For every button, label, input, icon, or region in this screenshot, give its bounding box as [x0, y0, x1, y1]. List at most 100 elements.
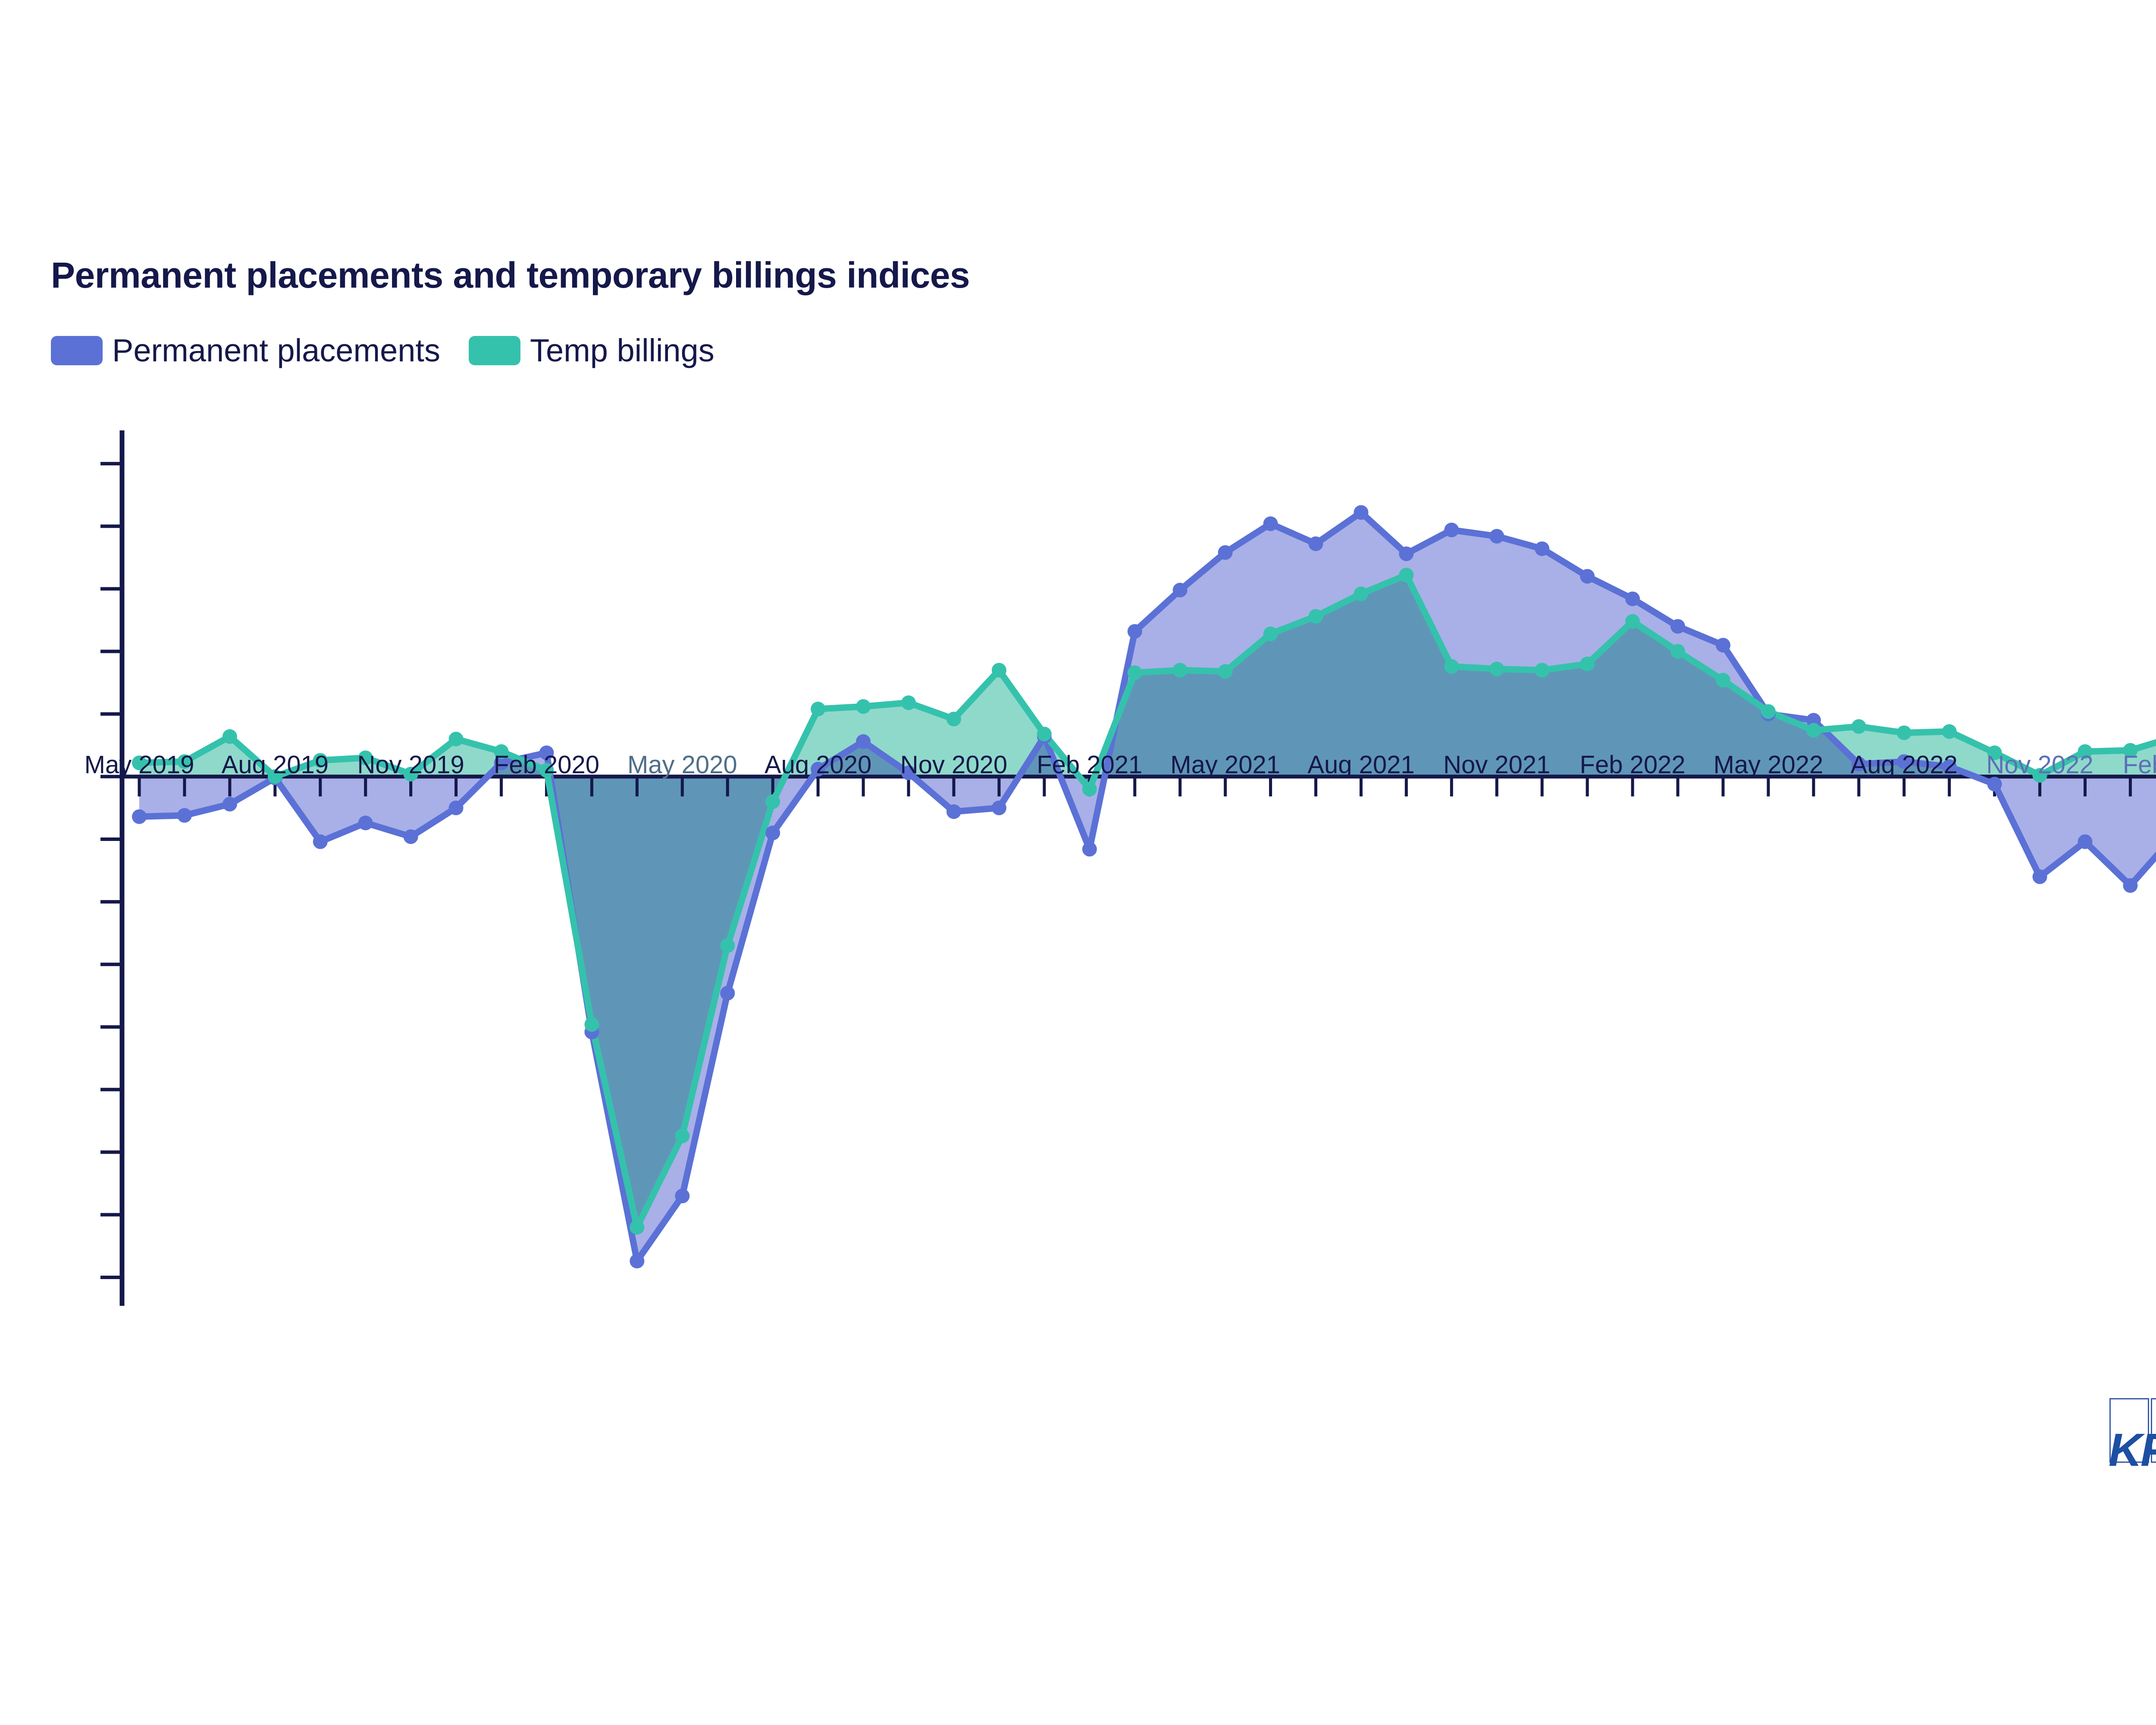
data-point-temp — [1082, 781, 1097, 797]
data-point-temp — [991, 663, 1006, 678]
legend-item-permanent-placements[interactable]: Permanent placements — [51, 332, 440, 369]
data-point-temp — [448, 731, 464, 746]
data-point-permanent — [494, 755, 509, 770]
x-axis-tick-label: May 2020 — [627, 751, 737, 779]
data-point-permanent — [901, 765, 916, 781]
data-point-temp — [1851, 719, 1866, 734]
data-point-permanent — [1580, 569, 1595, 584]
data-point-permanent — [1444, 522, 1459, 537]
data-point-permanent — [1308, 536, 1323, 551]
data-point-permanent — [1172, 583, 1188, 598]
x-axis-tick-label: Nov 2020 — [900, 751, 1008, 779]
x-axis-tick-label: Feb 2021 — [1037, 751, 1143, 779]
legend-swatch-permanent — [51, 336, 103, 365]
chart-plot-area — [0, 414, 2156, 1328]
data-point-permanent — [177, 808, 192, 823]
area-chart-svg — [100, 430, 2156, 1306]
data-point-temp — [1308, 609, 1323, 624]
area-fill-permanent — [139, 512, 2156, 1261]
data-point-temp — [1399, 568, 1414, 583]
data-point-temp — [313, 753, 328, 768]
data-point-permanent — [132, 809, 147, 824]
area-fill-temp — [139, 575, 2156, 1227]
x-axis-tick-label: Aug 2019 — [221, 751, 329, 779]
page-title: Permanent placements and temporary billi… — [51, 255, 970, 295]
line-temp — [136, 571, 2156, 1231]
x-axis-tick-label: May 2019 — [84, 751, 194, 779]
data-point-temp — [1625, 614, 1640, 629]
data-point-permanent — [448, 800, 464, 815]
data-point-temp — [1715, 673, 1730, 688]
data-point-temp — [630, 1220, 645, 1235]
data-point-permanent — [856, 734, 871, 749]
data-point-permanent — [313, 834, 328, 849]
x-axis-tick-label: May 2021 — [1170, 751, 1280, 779]
data-point-permanent — [1082, 842, 1097, 857]
data-point-temp — [946, 712, 961, 727]
x-axis-tick-label: Aug 2020 — [764, 751, 872, 779]
x-axis-tick-label: Aug 2021 — [1307, 751, 1415, 779]
data-point-temp — [1127, 665, 1142, 680]
footer-logos: KPMG REC — [2104, 1393, 2156, 1479]
data-point-temp — [1670, 644, 1686, 659]
x-axis-tick-label: Nov 2019 — [357, 751, 464, 779]
x-axis-tick-label: Aug 2022 — [1850, 751, 1958, 779]
data-point-temp — [1037, 727, 1052, 742]
data-point-permanent — [1851, 756, 1866, 772]
data-point-permanent — [1399, 546, 1414, 561]
data-point-permanent — [720, 985, 735, 1000]
legend-item-temp-billings[interactable]: Temp billings — [468, 332, 714, 369]
data-point-permanent — [630, 1254, 645, 1269]
x-axis-tick-label: May 2022 — [1713, 751, 1824, 779]
data-point-permanent — [991, 800, 1006, 815]
data-point-permanent — [765, 825, 780, 841]
data-point-temp — [811, 702, 826, 717]
data-point-temp — [1806, 723, 1821, 738]
data-point-temp — [1263, 626, 1278, 641]
kpmg-wordmark: KPMG — [2109, 1424, 2156, 1476]
data-point-permanent — [2078, 834, 2093, 849]
data-point-permanent — [1263, 516, 1278, 531]
data-point-temp — [267, 769, 282, 784]
data-point-temp — [1987, 745, 2002, 760]
data-point-temp — [2078, 744, 2093, 759]
legend-label-temp: Temp billings — [530, 332, 714, 368]
data-point-temp — [1172, 663, 1188, 678]
data-point-temp — [1444, 659, 1459, 674]
data-point-temp — [1942, 724, 1957, 739]
kpmg-bar — [2151, 1398, 2156, 1463]
data-point-permanent — [1535, 541, 1550, 556]
legend-swatch-temp — [468, 336, 520, 365]
data-point-permanent — [1218, 545, 1233, 560]
data-point-permanent — [675, 1189, 690, 1204]
data-point-temp — [1535, 663, 1550, 678]
data-point-permanent — [1354, 505, 1369, 520]
data-point-permanent — [1489, 529, 1504, 544]
data-point-temp — [2123, 743, 2138, 758]
x-axis-tick-label: Feb 2023 — [2122, 751, 2156, 779]
data-point-permanent — [1987, 777, 2002, 792]
data-point-temp — [222, 729, 237, 744]
data-point-permanent — [1670, 619, 1686, 634]
x-axis-tick-label: Nov 2022 — [1986, 751, 2093, 779]
data-point-temp — [2032, 768, 2047, 783]
data-point-temp — [856, 699, 871, 714]
data-point-temp — [1580, 656, 1595, 671]
data-point-permanent — [1625, 591, 1640, 606]
data-point-temp — [901, 695, 916, 710]
data-point-temp — [539, 763, 554, 778]
kpmg-bars-icon — [2109, 1398, 2156, 1463]
data-point-temp — [177, 754, 192, 769]
data-point-temp — [1761, 704, 1776, 719]
data-point-permanent — [1127, 624, 1142, 639]
data-point-permanent — [403, 829, 418, 844]
x-axis-labels: May 2019 Aug 2019 Nov 2019 Feb 2020 May 2020… — [0, 750, 2156, 789]
data-point-temp — [403, 766, 418, 781]
legend-label-permanent: Permanent placements — [112, 332, 440, 368]
data-point-temp — [1354, 586, 1369, 601]
data-point-permanent — [2123, 878, 2138, 893]
data-point-temp — [1896, 725, 1912, 740]
data-point-permanent — [1715, 638, 1730, 652]
data-point-temp — [1218, 664, 1233, 679]
